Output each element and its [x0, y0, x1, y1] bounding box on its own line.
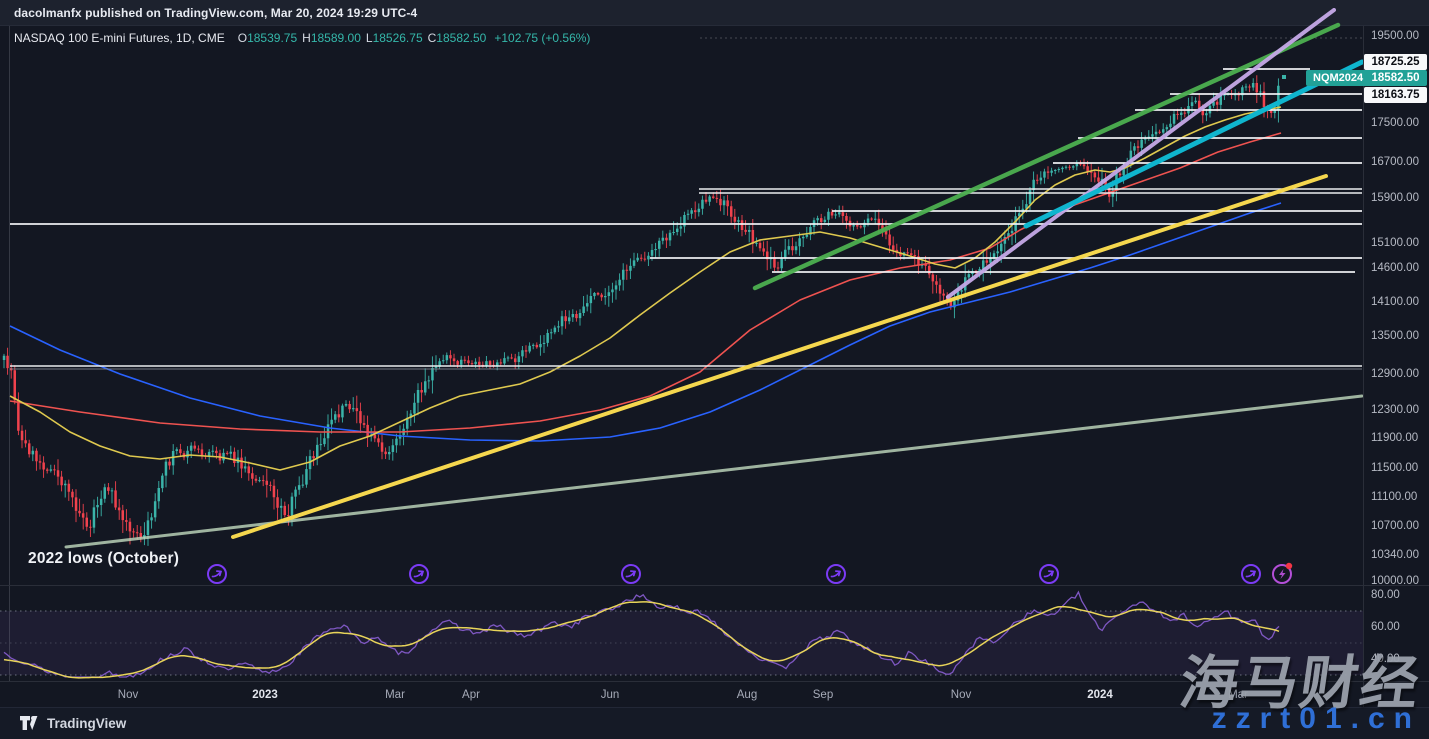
- rsi-line: [3, 590, 1280, 678]
- price-axis[interactable]: 19500.00 17500.00 16700.00 15900.00 15100.00…: [1363, 26, 1429, 707]
- ohlc-field: C18582.50: [427, 31, 487, 45]
- rsi-ma-line: [3, 601, 1280, 679]
- idea-arrow-icon[interactable]: [1039, 564, 1059, 584]
- ma-200-blue: [9, 202, 1282, 442]
- trendline-drawings[interactable]: [64, 8, 1365, 549]
- ohlc-field: O18539.75: [237, 31, 298, 45]
- moving-averages[interactable]: [9, 106, 1282, 471]
- price-tick-label: 13500.00: [1371, 330, 1419, 342]
- time-tick-label: Apr: [462, 688, 480, 701]
- idea-arrow-icon[interactable]: [1241, 564, 1261, 584]
- price-tick-label: 60.00: [1371, 621, 1400, 633]
- tradingview-logo-icon[interactable]: [20, 715, 39, 732]
- pane-borders: [0, 26, 1429, 681]
- idea-arrow-icon[interactable]: [207, 564, 227, 584]
- change-value: +102.75 (+0.56%): [494, 31, 591, 45]
- idea-arrow-icon[interactable]: [826, 564, 846, 584]
- price-tick-label: 12900.00: [1371, 368, 1419, 380]
- green-channel-trendline: [752, 22, 1341, 291]
- support-resistance-rays[interactable]: [10, 68, 1362, 370]
- price-tick-label: 11500.00: [1371, 462, 1419, 474]
- price-tick-label: 40.00: [1371, 653, 1400, 665]
- time-tick-label: Nov: [117, 688, 139, 701]
- price-tick-label: 19500.00: [1371, 30, 1419, 42]
- watermark-url: zzrt01.cn: [1211, 702, 1421, 735]
- idea-arrow-icon[interactable]: [621, 564, 641, 584]
- last-price-tag: 18582.50: [1364, 70, 1427, 86]
- price-tick-label: 16700.00: [1371, 156, 1419, 168]
- footer-bar: TradingView: [0, 707, 1429, 739]
- ma-20-yellow: [9, 106, 1282, 471]
- price-tick-label: 15100.00: [1371, 237, 1419, 249]
- price-tick-label: 10000.00: [1371, 575, 1419, 587]
- time-tick-label: Aug: [736, 688, 758, 701]
- price-tick-label: 10700.00: [1371, 520, 1419, 532]
- time-tick-label: Mar: [385, 688, 405, 701]
- purple-channel-trendline: [946, 8, 1336, 299]
- price-tick-label: 11100.00: [1371, 491, 1418, 503]
- time-tick-label: Jun: [600, 688, 620, 701]
- candlestick-series[interactable]: [2, 75, 1286, 546]
- idea-markers[interactable]: [207, 562, 1293, 584]
- mint-support-trendline: [64, 394, 1364, 549]
- price-tick-label: 14100.00: [1371, 296, 1419, 308]
- time-tick-label: 2024: [1087, 688, 1113, 701]
- publish-text: dacolmanfx published on TradingView.com,…: [14, 5, 418, 20]
- time-tick-label: 2023: [252, 688, 278, 701]
- idea-arrow-icon[interactable]: [409, 564, 429, 584]
- time-tick-label: Sep: [812, 688, 834, 701]
- ohlc-field: H18589.00: [302, 31, 361, 45]
- ma-100-red: [9, 132, 1282, 433]
- level-price-tag: 18725.25: [1364, 54, 1427, 70]
- time-tick-label: Mar: [1228, 688, 1248, 701]
- level-price-tag: 18163.75: [1364, 87, 1427, 103]
- price-tick-label: 12300.00: [1371, 404, 1419, 416]
- pane-backgrounds: [0, 37, 1363, 676]
- price-tick-label: 11900.00: [1371, 432, 1419, 444]
- chart-legend[interactable]: NASDAQ 100 E-mini Futures, 1D, CME O18539…: [14, 31, 590, 45]
- rsi-indicator[interactable]: [3, 590, 1280, 679]
- price-tick-label: 17500.00: [1371, 117, 1419, 129]
- price-tick-label: 10340.00: [1371, 549, 1419, 561]
- price-tick-label: 80.00: [1371, 589, 1400, 601]
- footer-brand[interactable]: TradingView: [47, 716, 127, 731]
- price-tick-label: 14600.00: [1371, 262, 1419, 274]
- ohlc-field: L18526.75: [365, 31, 423, 45]
- live-stream-icon[interactable]: [1272, 562, 1293, 584]
- symbol-title[interactable]: NASDAQ 100 E-mini Futures, 1D, CME: [14, 31, 225, 45]
- time-axis[interactable]: Nov 2023 Mar Apr Jun Aug Sep Nov 2024 Mar: [0, 681, 1429, 707]
- teal-support-trendline: [1023, 59, 1365, 229]
- series-contract-tag: NQM2024: [1306, 70, 1371, 86]
- publish-bar: dacolmanfx published on TradingView.com,…: [0, 0, 1429, 26]
- price-tick-label: 15900.00: [1371, 192, 1419, 204]
- chart-annotation-text[interactable]: 2022 lows (October): [28, 550, 180, 567]
- time-tick-label: Nov: [950, 688, 972, 701]
- yellow-support-trendline: [231, 174, 1328, 539]
